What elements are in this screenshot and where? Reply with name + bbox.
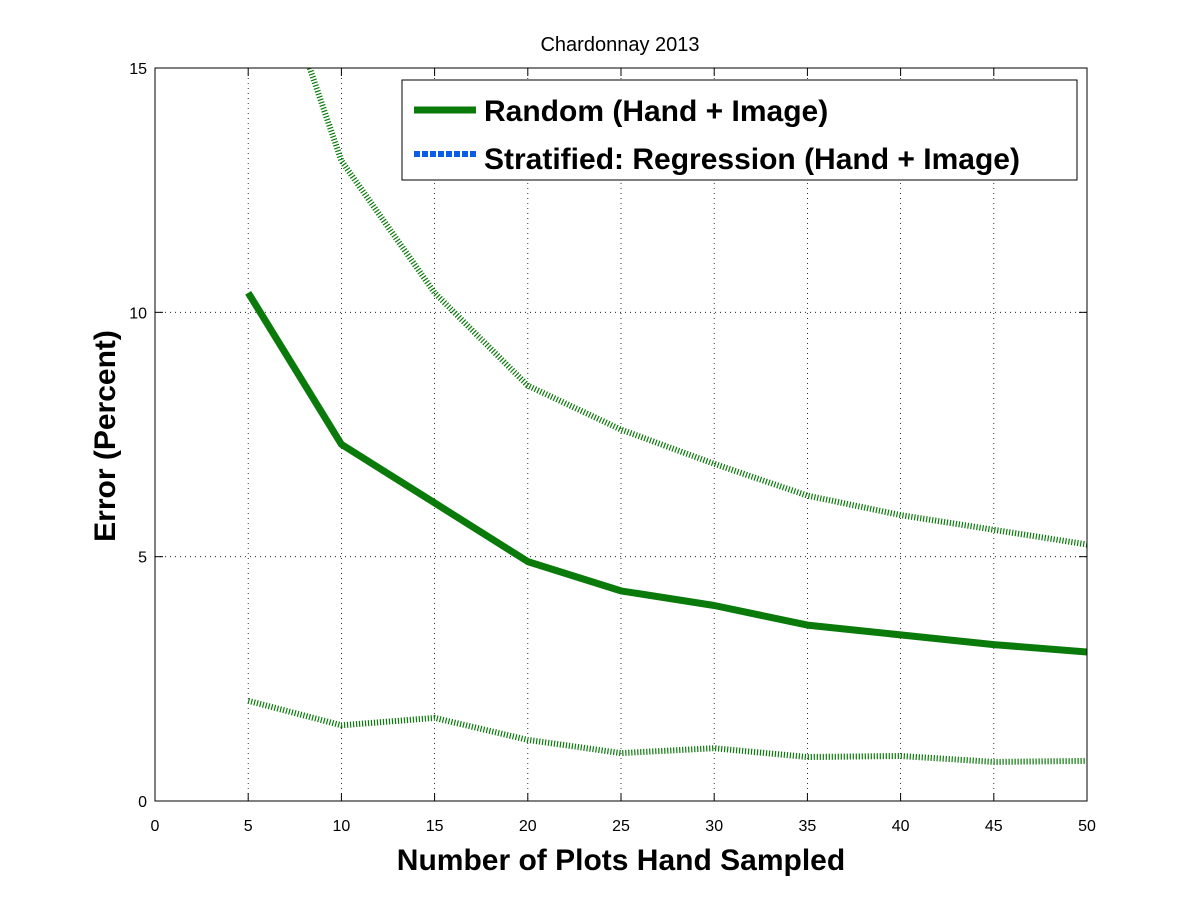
tick-marks [154,67,1088,802]
x-tick-label: 20 [519,818,537,835]
y-tick-labels: 0 5 10 15 [129,61,147,811]
x-tick-label: 50 [1078,818,1096,835]
series-line-random [245,290,1087,656]
y-tick-label: 10 [129,305,147,322]
x-tick-label: 25 [612,818,630,835]
y-tick-label: 5 [138,550,147,567]
legend: Random (Hand + Image) Stratified: Regres… [401,79,1078,181]
x-tick-labels: 0 5 10 15 20 25 30 35 40 45 50 [151,818,1096,835]
y-tick-label: 0 [138,794,147,811]
x-tick-label: 10 [333,818,351,835]
legend-box [401,79,1078,181]
x-tick-label: 15 [426,818,444,835]
x-tick-label: 35 [799,818,817,835]
series-group [245,68,1087,765]
grid-lines [155,68,1087,801]
x-tick-label: 5 [244,818,253,835]
x-tick-label: 0 [151,818,160,835]
series-line-dotted-bound [247,697,1087,765]
legend-label-random: Random (Hand + Image) [484,95,828,128]
y-tick-label: 15 [129,61,147,78]
legend-label-stratified: Stratified: Regression (Hand + Image) [484,143,1020,176]
x-tick-label: 30 [705,818,723,835]
x-axis-label: Number of Plots Hand Sampled [397,844,845,877]
x-tick-label: 40 [892,818,910,835]
x-tick-label: 45 [985,818,1003,835]
series-line-dotted-bound [306,68,1087,548]
y-axis-label: Error (Percent) [89,330,122,542]
chart-title: Chardonnay 2013 [540,34,699,56]
